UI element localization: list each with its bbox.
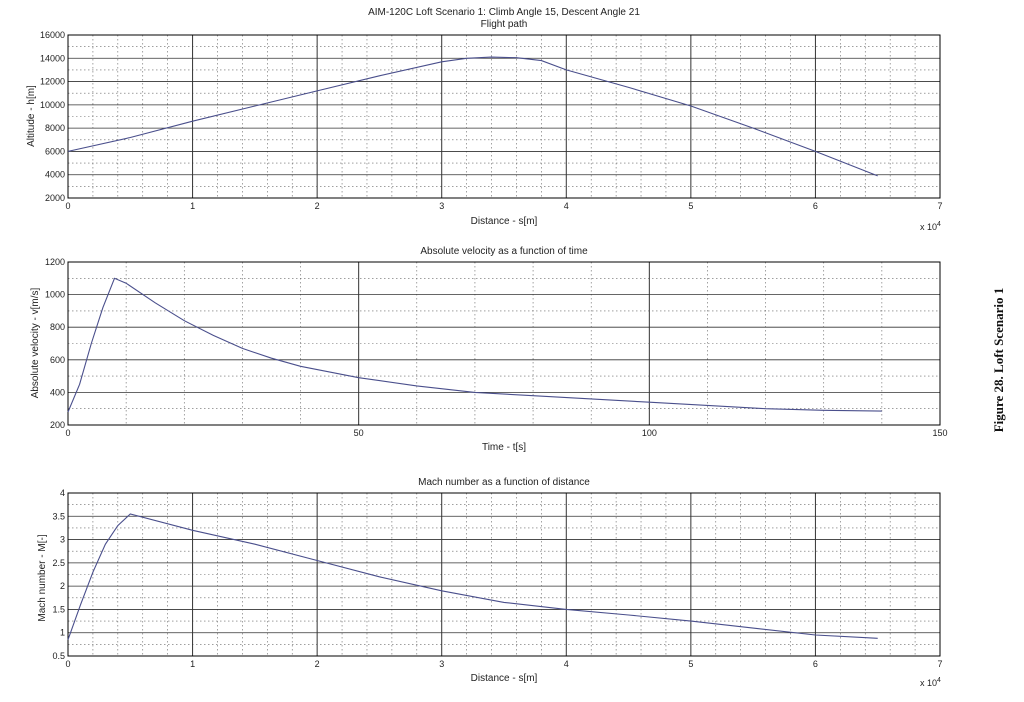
x-tick-label: 0 (65, 428, 70, 438)
grid (67, 492, 941, 657)
velocity-chart: Absolute velocity as a function of time … (30, 246, 948, 453)
y-tick-label: 12000 (40, 77, 65, 87)
x-tick-label: 1 (190, 201, 195, 211)
chart-title: Absolute velocity as a function of time (420, 246, 588, 257)
x-tick-label: 5 (688, 659, 693, 669)
chart-title: AIM-120C Loft Scenario 1: Climb Angle 15… (368, 7, 640, 18)
y-tick-label: 800 (50, 322, 65, 332)
x-tick-label: 5 (688, 201, 693, 211)
x-tick-label: 2 (315, 201, 320, 211)
mach-chart: Mach number as a function of distance Di… (37, 477, 943, 688)
series-line (67, 513, 878, 640)
y-tick-label: 3.5 (52, 511, 65, 521)
y-tick-label: 1 (60, 628, 65, 638)
series-line (67, 277, 882, 413)
y-tick-label: 200 (50, 420, 65, 430)
x-tick-label: 3 (439, 201, 444, 211)
x-tick-label: 2 (315, 659, 320, 669)
y-tick-label: 400 (50, 387, 65, 397)
x-exponent-label: x 104 (920, 221, 941, 232)
y-tick-label: 1.5 (52, 604, 65, 614)
x-tick-label: 0 (65, 201, 70, 211)
y-axis-label: Altitude - h[m] (26, 85, 37, 147)
x-tick-label: 4 (564, 659, 569, 669)
y-tick-label: 1000 (45, 290, 65, 300)
x-tick-label: 100 (642, 428, 657, 438)
y-axis-label: Mach number - M[-] (37, 534, 48, 621)
y-tick-label: 2.5 (52, 558, 65, 568)
x-tick-label: 6 (813, 659, 818, 669)
y-tick-label: 4000 (45, 170, 65, 180)
x-tick-label: 1 (190, 659, 195, 669)
y-tick-label: 10000 (40, 100, 65, 110)
y-tick-label: 0.5 (52, 651, 65, 661)
y-tick-label: 14000 (40, 53, 65, 63)
x-tick-label: 6 (813, 201, 818, 211)
x-exponent-label: x 104 (920, 677, 941, 688)
x-tick-label: 7 (937, 659, 942, 669)
y-tick-label: 4 (60, 488, 65, 498)
plot-frame (67, 261, 941, 426)
grid (67, 34, 941, 199)
plot-frame (67, 492, 941, 657)
figure-caption: Figure 28. Loft Scenario 1 (991, 288, 1006, 433)
x-tick-label: 150 (932, 428, 947, 438)
chart-subtitle: Flight path (481, 19, 528, 30)
y-tick-label: 1200 (45, 257, 65, 267)
y-tick-label: 6000 (45, 146, 65, 156)
y-axis-label: Absolute velocity - v[m/s] (30, 287, 41, 398)
x-tick-label: 3 (439, 659, 444, 669)
x-axis-label: Time - t[s] (482, 442, 526, 453)
y-tick-label: 600 (50, 355, 65, 365)
y-tick-label: 2 (60, 581, 65, 591)
series-line (67, 56, 878, 177)
x-tick-label: 4 (564, 201, 569, 211)
x-tick-label: 50 (354, 428, 364, 438)
grid (67, 261, 941, 426)
y-tick-label: 2000 (45, 193, 65, 203)
x-axis-label: Distance - s[m] (471, 216, 538, 227)
y-tick-label: 8000 (45, 123, 65, 133)
flight-path-chart: AIM-120C Loft Scenario 1: Climb Angle 15… (26, 7, 943, 232)
x-axis-label: Distance - s[m] (471, 673, 538, 684)
y-tick-label: 3 (60, 535, 65, 545)
x-tick-label: 0 (65, 659, 70, 669)
y-tick-label: 16000 (40, 30, 65, 40)
chart-title: Mach number as a function of distance (418, 477, 590, 488)
x-tick-label: 7 (937, 201, 942, 211)
plot-frame (67, 34, 941, 199)
